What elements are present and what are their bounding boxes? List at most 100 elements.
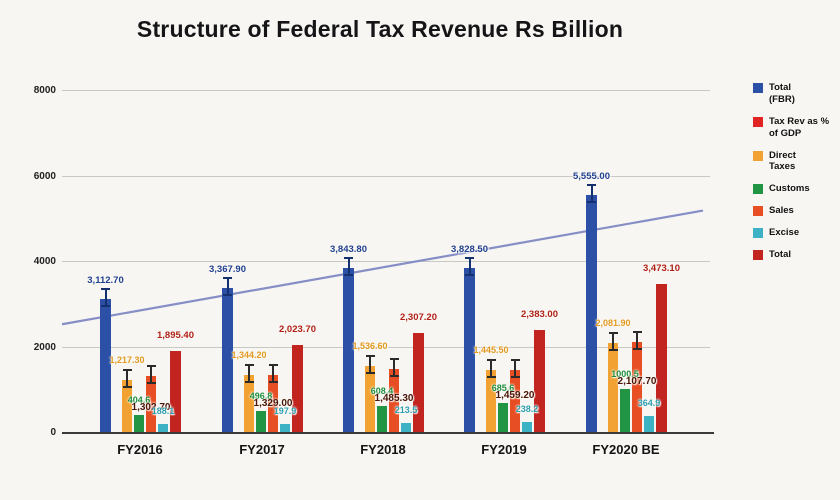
bar-value-label: 1,485.30 xyxy=(374,392,414,404)
bar-value-label: 188.1 xyxy=(151,405,175,416)
bar-direct-taxes xyxy=(122,379,132,432)
bar-value-label: 3,843.80 xyxy=(330,243,367,255)
error-bar xyxy=(365,355,375,375)
gridline xyxy=(62,346,710,348)
bar-direct-taxes xyxy=(486,370,496,432)
gridline xyxy=(62,175,710,177)
x-axis-category-label: FY2017 xyxy=(239,442,285,457)
bar-customs xyxy=(377,405,387,432)
error-bar xyxy=(101,287,110,307)
bar-value-label: 685.6 xyxy=(491,382,515,393)
bar-total xyxy=(534,330,545,432)
legend-item-customs: Customs xyxy=(753,183,839,195)
error-bar xyxy=(244,363,254,383)
bar-value-label: 2,107.70 xyxy=(617,376,657,388)
bar-customs xyxy=(498,402,508,432)
legend-label: Tax Rev as % of GDP xyxy=(769,115,830,139)
legend-swatch xyxy=(753,83,763,93)
legend-label: Excise xyxy=(769,227,800,238)
bar-value-label: 1,536.60 xyxy=(352,341,388,352)
bar-direct-taxes xyxy=(365,366,375,432)
bar-value-label: 5,555.00 xyxy=(573,170,610,182)
error-bar xyxy=(486,359,496,379)
bar-value-label: 608.4 xyxy=(370,385,394,396)
error-bar xyxy=(510,358,520,378)
legend-item-excise: Excise xyxy=(753,227,839,239)
x-axis-category-label: FY2016 xyxy=(117,442,163,457)
bar-sales xyxy=(632,341,642,432)
legend-swatch xyxy=(753,206,763,217)
bar-value-label: 2,307.20 xyxy=(400,312,437,324)
error-bar xyxy=(268,364,278,384)
x-axis-category-label: FY2018 xyxy=(360,442,406,457)
bar-value-label: 3,828.50 xyxy=(451,244,488,256)
bar-total xyxy=(170,350,181,432)
bar-value-label: 364.9 xyxy=(637,398,661,409)
bar-excise xyxy=(644,416,654,432)
legend-item-total: Total xyxy=(753,249,839,261)
legend-swatch xyxy=(753,228,763,238)
bar-value-label: 1,459.20 xyxy=(495,389,535,401)
bar-value-label: 1,895.40 xyxy=(157,329,194,341)
bar-sales xyxy=(389,368,399,432)
legend-swatch xyxy=(753,116,763,127)
error-bar xyxy=(608,331,618,351)
bar-sales xyxy=(146,376,156,432)
legend-label: Total (FBR) xyxy=(769,82,795,105)
bar-total-fbr- xyxy=(343,267,354,432)
y-axis-tick-label: 6000 xyxy=(33,170,56,182)
legend-swatch xyxy=(753,150,763,161)
bar-value-label: 1,329.00 xyxy=(253,397,293,409)
bar-direct-taxes xyxy=(244,374,254,432)
bar-value-label: 3,367.90 xyxy=(209,264,246,276)
x-axis-category-label: FY2020 BE xyxy=(592,442,660,457)
legend-swatch xyxy=(753,184,763,195)
bar-total xyxy=(656,283,667,432)
bar-excise xyxy=(522,421,532,432)
error-bar xyxy=(344,256,353,276)
bar-sales xyxy=(268,375,278,432)
bar-total xyxy=(413,333,424,432)
legend-label: Direct Taxes xyxy=(769,149,796,173)
bar-value-label: 1,344.20 xyxy=(231,349,267,360)
bar-value-label: 3,112.70 xyxy=(87,274,124,286)
bar-value-label: 2,023.70 xyxy=(279,324,316,336)
bar-total-fbr- xyxy=(100,298,111,432)
bar-value-label: 197.9 xyxy=(273,405,297,416)
bar-excise xyxy=(401,422,411,432)
y-axis-tick-label: 8000 xyxy=(33,85,56,96)
bar-customs xyxy=(620,389,630,432)
bar-value-label: 238.2 xyxy=(515,403,539,414)
legend-item-tax-rev-as-of-gdp: Tax Rev as % of GDP xyxy=(753,116,839,140)
error-bar xyxy=(146,365,156,385)
x-axis-line xyxy=(62,432,714,434)
bar-value-label: 2,383.00 xyxy=(521,309,558,321)
bar-value-label: 2,081.90 xyxy=(595,317,631,328)
bar-direct-taxes xyxy=(608,342,618,432)
bar-total xyxy=(292,345,303,432)
bar-value-label: 404.6 xyxy=(127,394,151,405)
bar-value-label: 1,217.30 xyxy=(109,354,145,365)
legend-item-sales: Sales xyxy=(753,205,839,217)
y-axis-tick-label: 0 xyxy=(50,427,56,438)
bar-excise xyxy=(280,423,290,432)
legend-label: Customs xyxy=(769,183,810,195)
y-axis-tick-label: 4000 xyxy=(33,256,56,267)
bar-value-label: 496.8 xyxy=(249,390,273,401)
chart-title: Structure of Federal Tax Revenue Rs Bill… xyxy=(136,16,624,42)
bar-sales xyxy=(510,369,520,432)
bar-customs xyxy=(134,414,144,432)
gridline xyxy=(62,261,710,262)
legend-label: Total xyxy=(769,248,791,260)
legend-item-direct-taxes: Direct Taxes xyxy=(753,150,839,174)
legend-label: Sales xyxy=(769,205,794,217)
y-axis-tick-label: 2000 xyxy=(33,341,56,353)
bar-value-label: 3,473.10 xyxy=(643,262,680,274)
error-bar xyxy=(223,277,232,297)
gridline xyxy=(62,90,710,91)
bar-excise xyxy=(158,423,168,432)
bar-total-fbr- xyxy=(586,194,597,432)
bar-value-label: 1,445.50 xyxy=(473,345,509,356)
bar-total-fbr- xyxy=(464,268,475,432)
